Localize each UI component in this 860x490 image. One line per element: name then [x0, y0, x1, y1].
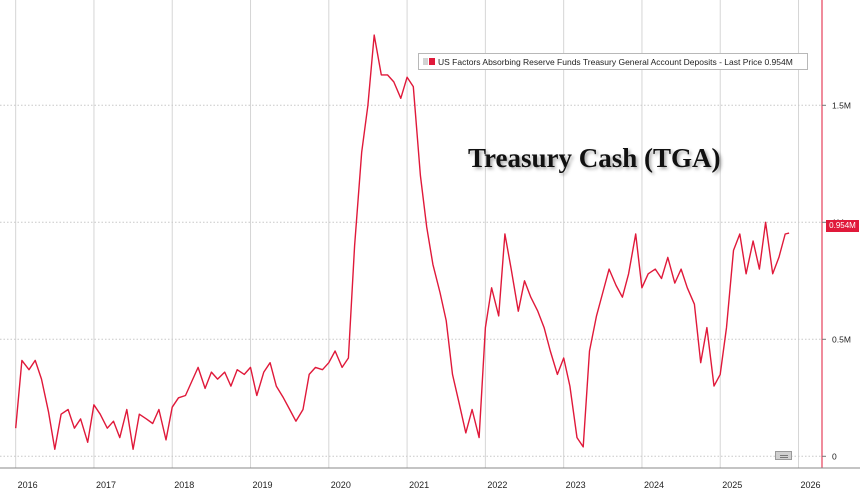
x-tick-label: 2023 — [566, 480, 586, 490]
x-tick-label: 2026 — [801, 480, 821, 490]
y-axis-labels: 00.5M1M1.5M — [822, 100, 851, 461]
scroll-icon[interactable] — [775, 451, 792, 460]
x-tick-label: 2016 — [18, 480, 38, 490]
y-tick-label: 0.5M — [832, 334, 851, 344]
x-tick-label: 2025 — [722, 480, 742, 490]
x-tick-label: 2020 — [331, 480, 351, 490]
x-tick-label: 2018 — [174, 480, 194, 490]
horizontal-gridlines — [0, 104, 822, 457]
y-tick-label: 0 — [832, 451, 837, 461]
x-tick-label: 2017 — [96, 480, 116, 490]
x-tick-label: 2021 — [409, 480, 429, 490]
x-tick-label: 2022 — [487, 480, 507, 490]
last-price-tag: 0.954M — [826, 220, 859, 232]
x-axis-labels: 2016 2017 2018 2019 2020 2021 2022 2023 2024 2025… — [18, 480, 821, 490]
x-tick-label: 2024 — [644, 480, 664, 490]
vertical-gridlines — [15, 0, 800, 468]
legend-swatch-gray — [423, 58, 428, 65]
x-tick-label: 2019 — [253, 480, 273, 490]
legend-label: US Factors Absorbing Reserve Funds Treas… — [438, 56, 793, 67]
legend: US Factors Absorbing Reserve Funds Treas… — [418, 53, 808, 70]
legend-swatch-series — [429, 58, 435, 65]
y-tick-label: 1.5M — [832, 100, 851, 110]
series-line-tga — [15, 34, 790, 450]
chart-title: Treasury Cash (TGA) — [468, 143, 721, 173]
